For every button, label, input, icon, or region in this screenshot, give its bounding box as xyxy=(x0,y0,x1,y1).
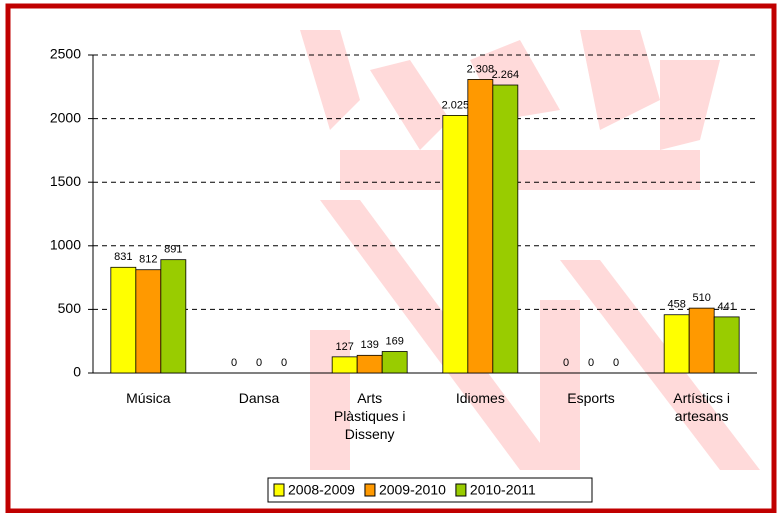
value-label: 2.264 xyxy=(492,69,520,81)
value-label: 812 xyxy=(139,254,157,266)
value-label: 169 xyxy=(385,335,403,347)
y-tick-label: 500 xyxy=(58,300,82,316)
value-label: 0 xyxy=(281,357,287,369)
bar xyxy=(135,269,162,374)
value-label: 510 xyxy=(692,292,710,304)
x-tick-label: Dansa xyxy=(238,390,280,406)
bar xyxy=(713,316,740,374)
bar xyxy=(160,259,187,374)
value-label: 0 xyxy=(563,357,569,369)
value-label: 127 xyxy=(335,341,353,353)
watermark xyxy=(300,30,760,470)
bar xyxy=(331,356,358,374)
value-label: 2.308 xyxy=(467,63,495,75)
y-tick-label: 0 xyxy=(73,364,81,380)
legend-label: 2010-2011 xyxy=(470,482,536,498)
value-label: 0 xyxy=(256,357,262,369)
bar xyxy=(381,351,408,374)
x-tick-label: Artístics i artesans xyxy=(673,390,731,424)
frame xyxy=(5,3,777,513)
x-tick-label: Idiomes xyxy=(455,390,505,406)
legend-swatch xyxy=(273,483,285,497)
bar xyxy=(442,115,469,374)
legend-label: 2009-2010 xyxy=(379,482,446,498)
x-tick-label: Esports xyxy=(567,390,615,406)
value-label: 831 xyxy=(114,251,132,263)
value-label: 441 xyxy=(717,301,735,313)
bar xyxy=(688,307,715,374)
y-tick-label: 2000 xyxy=(50,109,81,125)
bar xyxy=(492,84,519,374)
value-label: 0 xyxy=(231,357,237,369)
value-label: 0 xyxy=(613,357,619,369)
bar xyxy=(467,79,494,374)
legend-swatch xyxy=(364,483,376,497)
bar xyxy=(663,314,690,374)
bar xyxy=(110,266,137,374)
value-label: 2.025 xyxy=(442,99,470,111)
x-tick-label: Música xyxy=(126,390,171,406)
value-label: 139 xyxy=(360,339,378,351)
bar xyxy=(356,354,383,374)
value-label: 891 xyxy=(164,244,182,256)
value-label: 458 xyxy=(667,299,685,311)
legend-label: 2008-2009 xyxy=(288,482,355,498)
value-label: 0 xyxy=(588,357,594,369)
legend-swatch xyxy=(455,483,467,497)
y-tick-label: 1500 xyxy=(50,173,81,189)
legend-box xyxy=(267,477,593,503)
y-tick-label: 2500 xyxy=(50,46,81,62)
x-tick-label: Arts Plàstiques i Disseny xyxy=(333,390,406,442)
y-tick-label: 1000 xyxy=(50,237,81,253)
